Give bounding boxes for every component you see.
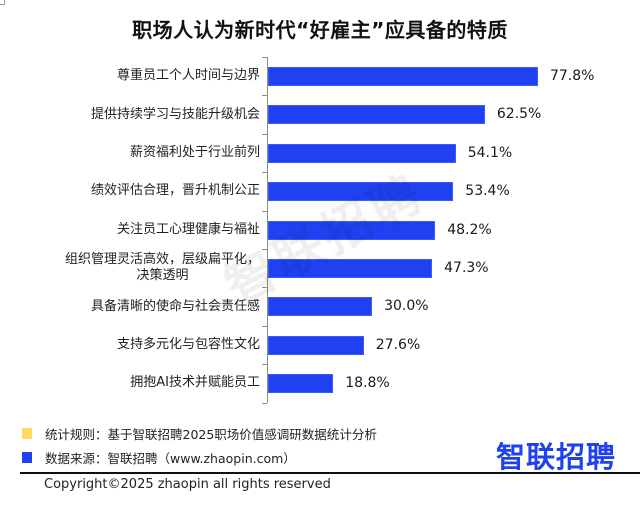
chart-row: 支持多元化与包容性文化 27.6% xyxy=(0,326,640,364)
axis-tick xyxy=(262,172,267,174)
category-label: 支持多元化与包容性文化 xyxy=(0,326,260,364)
chart-row: 组织管理灵活高效，层级扁平化， 决策透明 47.3% xyxy=(0,249,640,287)
corner-crop-mark xyxy=(0,0,5,5)
category-label: 关注员工心理健康与福祉 xyxy=(0,211,260,249)
category-label-line: 拥抱AI技术并赋能员工 xyxy=(130,375,260,391)
bar xyxy=(268,143,456,163)
blue-square-icon xyxy=(22,452,32,463)
zhaopin-logo: 智联招聘 xyxy=(496,440,617,474)
axis-tick xyxy=(262,249,267,250)
data-source-text: 数据来源：智联招聘（www.zhaopin.com） xyxy=(45,451,296,466)
chart-row: 薪资福利处于行业前列 54.1% xyxy=(0,134,640,172)
value-label: 30.0% xyxy=(384,298,429,315)
legend-item-data-source: 数据来源：智联招聘（www.zhaopin.com） xyxy=(22,448,296,467)
chart-row: 具备清晰的使命与社会责任感 30.0% xyxy=(0,287,640,325)
category-label: 具备清晰的使命与社会责任感 xyxy=(0,287,260,325)
category-label-line: 组织管理灵活高效，层级扁平化， xyxy=(64,252,260,268)
category-label: 薪资福利处于行业前列 xyxy=(0,134,260,172)
category-label-line: 薪资福利处于行业前列 xyxy=(129,144,260,160)
category-label-line: 决策透明 xyxy=(136,268,189,284)
axis-tick xyxy=(262,287,267,289)
footer-divider xyxy=(20,472,640,474)
chart-title: 职场人认为新时代“好雇主”应具备的特质 xyxy=(132,18,508,42)
bar xyxy=(268,297,373,317)
category-label-line: 具备清晰的使命与社会责任感 xyxy=(90,298,260,314)
stat-rule-text: 统计规则：基于智联招聘2025职场价值感调研数据统计分析 xyxy=(45,427,377,442)
category-label: 绩效评估合理，晋升机制公正 xyxy=(0,172,260,210)
bar xyxy=(268,259,433,278)
bar xyxy=(268,182,454,202)
axis-tick xyxy=(262,133,267,135)
y-axis-line xyxy=(267,57,268,403)
axis-tick xyxy=(262,95,267,97)
category-label: 拥抱AI技术并赋能员工 xyxy=(0,364,260,402)
axis-tick xyxy=(262,210,267,212)
chart-row: 关注员工心理健康与福祉 48.2% xyxy=(0,211,640,249)
category-label-line: 提供持续学习与技能升级机会 xyxy=(90,106,260,122)
axis-tick xyxy=(262,402,267,404)
category-label-line: 支持多元化与包容性文化 xyxy=(116,336,260,352)
axis-tick xyxy=(262,57,267,58)
yellow-square-icon xyxy=(22,428,32,439)
value-label: 27.6% xyxy=(375,336,421,353)
bar xyxy=(268,105,485,125)
chart-row: 提供持续学习与技能升级机会 62.5% xyxy=(0,95,640,133)
axis-tick xyxy=(262,325,267,327)
value-label: 47.3% xyxy=(444,260,489,276)
bar xyxy=(268,335,364,355)
value-label: 48.2% xyxy=(447,221,492,238)
bar xyxy=(268,374,334,394)
value-label: 18.8% xyxy=(345,375,390,392)
category-label: 组织管理灵活高效，层级扁平化， 决策透明 xyxy=(0,249,260,287)
copyright-text: Copyright©2025 zhaopin all rights reserv… xyxy=(44,477,331,492)
chart-row: 拥抱AI技术并赋能员工 18.8% xyxy=(0,364,640,402)
axis-tick xyxy=(262,364,267,366)
chart-row: 尊重员工个人时间与边界 77.8% xyxy=(0,57,640,95)
bar xyxy=(268,67,538,86)
bar-chart: 尊重员工个人时间与边界 77.8% 提供持续学习与技能升级机会 62.5% 薪资福利处于… xyxy=(0,55,640,404)
value-label: 62.5% xyxy=(496,106,542,123)
category-label: 尊重员工个人时间与边界 xyxy=(0,57,260,95)
value-label: 54.1% xyxy=(467,144,513,161)
category-label-line: 关注员工心理健康与福祉 xyxy=(116,221,260,237)
bar xyxy=(268,220,436,240)
chart-row: 绩效评估合理，晋升机制公正 53.4% xyxy=(0,172,640,210)
category-label: 提供持续学习与技能升级机会 xyxy=(0,95,260,133)
legend-item-stat-rule: 统计规则：基于智联招聘2025职场价值感调研数据统计分析 xyxy=(22,424,377,443)
value-label: 77.8% xyxy=(549,68,595,84)
category-label-line: 绩效评估合理，晋升机制公正 xyxy=(90,183,260,199)
value-label: 53.4% xyxy=(465,183,510,200)
category-label-line: 尊重员工个人时间与边界 xyxy=(116,68,260,84)
